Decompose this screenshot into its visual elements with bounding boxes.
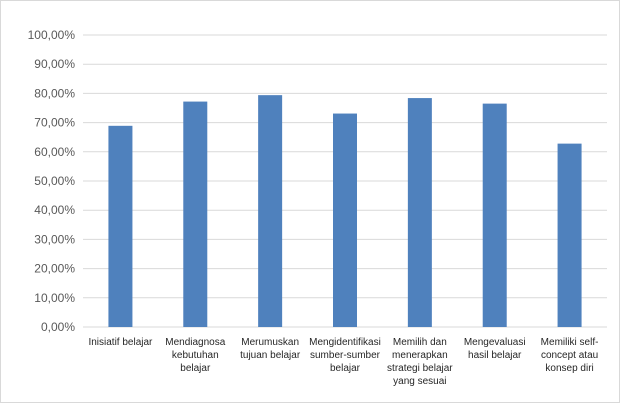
y-tick-label: 40,00%: [34, 203, 75, 217]
bar: [108, 125, 133, 327]
x-tick-label-line: Merumuskan: [241, 337, 299, 348]
x-tick-label: Inisiatif belajar: [88, 337, 153, 348]
x-tick-label: Merumuskan tujuan belajar: [240, 337, 301, 361]
x-axis-labels: Inisiatif belajar Mendiagnosa kebutuhan bel…: [88, 337, 598, 387]
x-tick-label-line: kebutuhan: [172, 350, 219, 361]
x-tick-label: Memiliki self-concept atau konsep diri: [541, 337, 599, 374]
x-tick-label-line: strategi belajar: [387, 363, 453, 374]
y-tick-label: 0,00%: [41, 320, 75, 334]
x-tick-label-line: tujuan belajar: [240, 350, 301, 361]
x-tick-label-line: yang sesuai: [393, 376, 446, 387]
x-tick-label-line: concept atau: [541, 350, 598, 361]
x-tick-label-line: Memilih dan: [393, 337, 447, 348]
y-tick-label: 50,00%: [34, 174, 75, 188]
x-tick-label-line: sumber-sumber: [310, 350, 381, 361]
x-tick-label: Mengevaluasi hasil belajar: [464, 337, 526, 361]
bar: [557, 143, 582, 327]
bar: [333, 113, 357, 327]
x-tick-label-line: konsep diri: [545, 363, 593, 374]
y-axis-ticks: 0,00% 10,00% 20,00% 30,00% 40,00% 50,00% 60,00…: [28, 28, 76, 334]
x-tick-label: Memilih dan menerapkan strategi belajar yan…: [387, 337, 453, 387]
x-tick-label: Mendiagnosa kebutuhan belajar: [165, 337, 225, 374]
bar: [183, 101, 208, 328]
bar: [407, 98, 432, 328]
y-tick-label: 10,00%: [34, 291, 75, 305]
y-tick-label: 30,00%: [34, 232, 75, 246]
y-tick-label: 80,00%: [34, 86, 75, 100]
bar: [258, 95, 283, 327]
x-tick-label-line: belajar: [180, 363, 211, 374]
x-tick-label-line: hasil belajar: [468, 350, 522, 361]
y-tick-label: 20,00%: [34, 262, 75, 276]
x-tick-label-line: menerapkan: [392, 350, 448, 361]
x-tick-label-line: Inisiatif belajar: [88, 337, 153, 348]
x-tick-label-line: Memiliki self-: [541, 337, 599, 348]
y-tick-label: 90,00%: [34, 57, 75, 71]
bars: [108, 95, 582, 328]
bar: [482, 103, 507, 328]
x-tick-label: Mengidentifikasi sumber-sumber belajar: [309, 337, 381, 374]
x-tick-label-line: belajar: [330, 363, 361, 374]
x-tick-label-line: Mengevaluasi: [464, 337, 526, 348]
y-tick-label: 70,00%: [34, 116, 75, 130]
x-tick-label-line: Mendiagnosa: [165, 337, 225, 348]
x-tick-label-line: Mengidentifikasi: [309, 337, 381, 348]
y-tick-label: 60,00%: [34, 145, 75, 159]
y-tick-label: 100,00%: [28, 28, 76, 42]
